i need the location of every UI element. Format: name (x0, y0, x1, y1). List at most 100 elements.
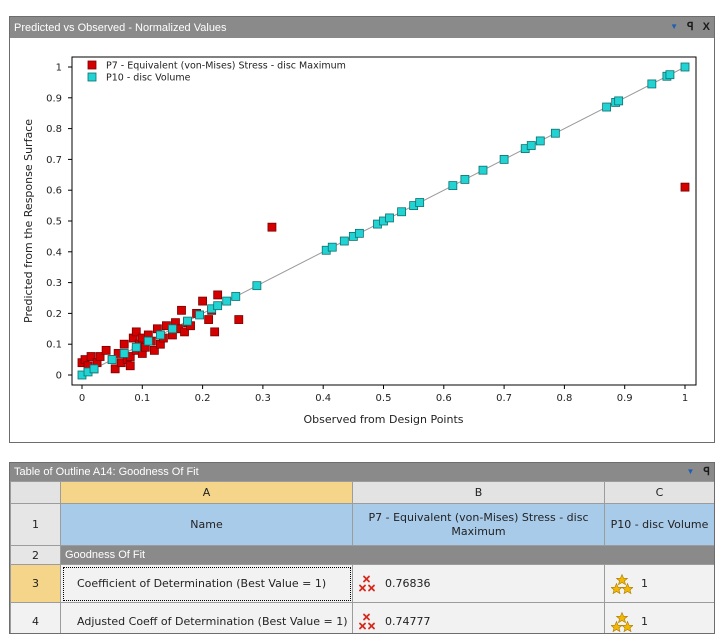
row-number[interactable]: 2 (10, 545, 61, 565)
corner-cell[interactable] (10, 481, 61, 504)
section-header-goodness-of-fit[interactable]: Goodness Of Fit (60, 545, 714, 565)
p10-data-point (415, 198, 425, 207)
p10-data-point (89, 364, 99, 374)
column-header-b[interactable]: B (352, 481, 605, 504)
table-panel-titlebar: Table of Outline A14: Goodness Of Fit ▼ … (10, 463, 714, 481)
p7-data-point (267, 222, 277, 232)
p10-data-point (526, 141, 536, 150)
p7-data-point (110, 364, 120, 374)
dropdown-arrow-icon[interactable]: ▼ (686, 467, 695, 476)
p10-data-point (252, 281, 262, 291)
y-tick-label: 0.9 (46, 93, 62, 104)
p10-data-point (339, 236, 349, 246)
chart-panel: Predicted vs Observed - Normalized Value… (9, 16, 715, 443)
gold-stars-rating-icon (611, 573, 633, 594)
p10-data-point (478, 165, 488, 175)
p7-data-point (210, 327, 220, 337)
pin-icon[interactable]: ꟼ (703, 466, 710, 478)
p7-data-point (125, 361, 135, 371)
p10-data-point (647, 79, 657, 89)
y-tick-label: 0.6 (46, 186, 62, 197)
close-icon[interactable]: X (702, 21, 710, 33)
scatter-chart: 0 0.1 0.2 0.3 0.4 0.5 0.6 0.7 0.8 0.9 1 0 0.1 0.2 0.3 0… (22, 56, 697, 426)
p10-data-point (602, 102, 612, 112)
p10-data-point (195, 310, 204, 320)
table-row: 2 Goodness Of Fit (10, 545, 714, 565)
red-cross-rating-icon (359, 575, 375, 591)
p10-data-point (327, 242, 337, 252)
p7-header-cell[interactable]: P7 - Equivalent (von-Mises) Stress - dis… (352, 503, 605, 546)
p10-value-cell[interactable]: 1 (604, 564, 714, 603)
table-panel: Table of Outline A14: Goodness Of Fit ▼ … (9, 462, 715, 634)
table-panel-title: Table of Outline A14: Goodness Of Fit (14, 466, 199, 478)
table-row: 4 Adjusted Coeff of Determination (Best … (10, 602, 714, 633)
x-tick-label: 0.2 (195, 393, 211, 404)
p7-data-point (95, 352, 105, 361)
name-header-cell[interactable]: Name (60, 503, 353, 546)
p7-value-cell[interactable]: 0.74777 (352, 602, 605, 633)
chart-panel-controls: ▼ ꟼ X (670, 20, 710, 34)
p10-data-point (460, 175, 470, 184)
p10-header-cell[interactable]: P10 - disc Volume (604, 503, 714, 546)
p10-data-point (665, 70, 675, 80)
p7-data-point (86, 352, 96, 361)
p10-data-point (143, 336, 153, 346)
x-tick-label: 0.7 (496, 393, 512, 404)
p10-data-point (183, 316, 192, 326)
x-tick-label: 0.3 (255, 393, 271, 404)
table-row: 1 Name P7 - Equivalent (von-Mises) Stres… (10, 503, 714, 546)
column-header-c[interactable]: C (604, 481, 714, 504)
gold-stars-rating-icon (611, 611, 633, 632)
chart-panel-title: Predicted vs Observed - Normalized Value… (14, 21, 227, 34)
table-panel-controls: ▼ ꟼ (686, 465, 710, 479)
x-tick-label: 0.8 (556, 393, 572, 404)
y-tick-label: 0.8 (46, 124, 62, 135)
p10-data-point (614, 96, 624, 106)
p7-data-point (177, 305, 186, 315)
pin-icon[interactable]: ꟼ (687, 21, 694, 33)
legend-swatch (87, 60, 97, 70)
metric-name-cell[interactable]: Adjusted Coeff of Determination (Best Va… (60, 602, 353, 633)
y-tick-label: 0.4 (46, 247, 62, 258)
goodness-of-fit-table: A B C 1 Name P7 - Equivalent (von-Mises)… (10, 481, 714, 633)
p7-value-cell[interactable]: 0.76836 (352, 564, 605, 603)
metric-name-cell[interactable]: Coefficient of Determination (Best Value… (60, 564, 353, 603)
p10-value-cell[interactable]: 1 (604, 602, 714, 633)
p10-data-point (168, 324, 177, 334)
p7-data-point (204, 315, 214, 324)
p10-value: 1 (641, 615, 648, 628)
p10-data-point (155, 330, 165, 340)
y-tick-label: 1 (56, 63, 62, 74)
p7-data-point (131, 327, 141, 337)
p10-data-point (354, 228, 364, 238)
p7-data-point (198, 296, 208, 306)
p7-data-point (149, 345, 159, 355)
legend-label: P10 - disc Volume (106, 73, 191, 84)
p7-data-point (680, 182, 690, 192)
p7-value: 0.74777 (385, 615, 431, 628)
row-number[interactable]: 3 (10, 564, 61, 603)
p10-data-point (222, 296, 232, 306)
p10-value: 1 (641, 577, 648, 590)
p10-data-point (535, 136, 545, 146)
dropdown-arrow-icon[interactable]: ▼ (670, 22, 679, 31)
y-tick-label: 0.5 (46, 217, 62, 228)
p10-data-point (385, 213, 394, 223)
table-row: 3 Coefficient of Determination (Best Val… (10, 564, 714, 603)
p7-data-point (180, 327, 189, 337)
p7-data-point (101, 345, 111, 355)
x-tick-label: 0.5 (376, 393, 392, 404)
p10-data-point (499, 155, 509, 164)
p7-data-point (119, 339, 129, 349)
row-number[interactable]: 1 (10, 503, 61, 546)
x-tick-label: 1 (682, 393, 688, 404)
y-tick-label: 0.2 (46, 309, 62, 320)
y-tick-label: 0.1 (46, 340, 62, 351)
row-number[interactable]: 4 (10, 602, 61, 633)
y-tick-label: 0 (56, 371, 62, 382)
p10-data-point (231, 292, 241, 301)
p10-data-point (119, 349, 129, 358)
y-tick-label: 0.3 (46, 278, 62, 289)
x-tick-label: 0.1 (134, 393, 150, 404)
column-header-a[interactable]: A (60, 481, 353, 504)
